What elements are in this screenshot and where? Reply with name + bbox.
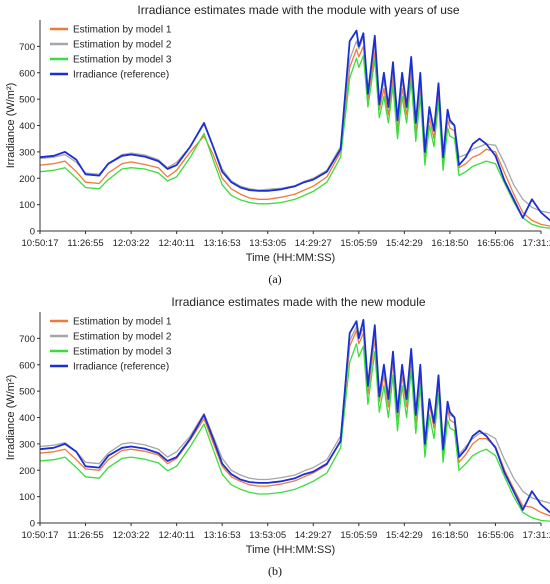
- legend-label-1: Estimation by model 1: [73, 317, 172, 328]
- y-tick-label: 500: [19, 95, 35, 106]
- x-tick-label: 13:16:53: [204, 530, 241, 541]
- chart-panel-a: Irradiance estimates made with the modul…: [5, 3, 550, 286]
- y-tick-label: 700: [19, 334, 35, 345]
- x-tick-label: 14:29:27: [295, 530, 332, 541]
- x-tick-label: 15:42:29: [386, 530, 423, 541]
- y-tick-label: 400: [19, 121, 35, 132]
- x-tick-label: 15:42:29: [386, 238, 423, 249]
- x-tick-label: 17:31:20: [523, 238, 550, 249]
- y-tick-label: 200: [19, 174, 35, 185]
- legend-label-3: Estimation by model 3: [73, 347, 172, 358]
- chart-title: Irradiance estimates made with the modul…: [137, 3, 459, 17]
- x-tick-label: 15:05:59: [340, 238, 377, 249]
- x-tick-label: 15:05:59: [340, 530, 377, 541]
- x-tick-label: 16:18:50: [431, 530, 468, 541]
- y-tick-label: 100: [19, 492, 35, 503]
- y-tick-label: 300: [19, 439, 35, 450]
- y-tick-label: 200: [19, 466, 35, 477]
- series-line-1: [39, 45, 550, 227]
- x-tick-label: 13:53:05: [249, 530, 286, 541]
- y-axis-label: Irradiance (W/m²): [5, 83, 17, 169]
- chart-title: Irradiance estimates made with the new m…: [171, 295, 425, 309]
- legend-label-3: Estimation by model 3: [73, 55, 172, 66]
- x-tick-label: 13:53:05: [249, 238, 286, 249]
- x-axis-label: Time (HH:MM:SS): [246, 544, 335, 556]
- x-tick-label: 12:03:22: [113, 238, 150, 249]
- panel-label-a: (a): [268, 272, 282, 286]
- legend-label-2: Estimation by model 2: [73, 332, 172, 343]
- series-line-1: [39, 329, 550, 517]
- x-tick-label: 10:50:17: [22, 238, 59, 249]
- x-tick-label: 10:50:17: [22, 530, 59, 541]
- y-tick-label: 600: [19, 360, 35, 371]
- x-tick-label: 16:18:50: [431, 238, 468, 249]
- x-tick-label: 12:40:11: [158, 238, 194, 249]
- x-tick-label: 17:31:20: [523, 530, 550, 541]
- legend-label-1: Estimation by model 1: [73, 25, 172, 36]
- series-line-3: [39, 54, 550, 229]
- y-tick-label: 500: [19, 387, 35, 398]
- series-line-4: [39, 29, 550, 222]
- chart-panel-b: Irradiance estimates made with the new m…: [0, 292, 550, 584]
- x-tick-label: 14:29:27: [295, 238, 332, 249]
- chart-a-svg: Irradiance estimates made with the modul…: [5, 3, 550, 264]
- x-tick-label: 12:40:11: [158, 530, 194, 541]
- y-tick-label: 100: [19, 200, 35, 211]
- y-axis-label: Irradiance (W/m²): [5, 375, 17, 461]
- y-tick-label: 300: [19, 147, 35, 158]
- y-tick-label: 0: [30, 227, 35, 238]
- panel-label-b: (b): [268, 564, 282, 578]
- y-tick-label: 0: [30, 519, 35, 530]
- x-tick-label: 13:16:53: [204, 238, 241, 249]
- x-tick-label: 16:55:06: [477, 238, 514, 249]
- x-tick-label: 11:26:55: [67, 238, 103, 249]
- legend-label-4: Irradiance (reference): [73, 362, 169, 373]
- x-axis-label: Time (HH:MM:SS): [246, 252, 335, 264]
- y-tick-label: 600: [19, 68, 35, 79]
- series-line-3: [39, 343, 550, 522]
- y-tick-label: 700: [19, 42, 35, 53]
- y-tick-label: 400: [19, 413, 35, 424]
- legend-label-2: Estimation by model 2: [73, 40, 172, 51]
- chart-b-svg: Irradiance estimates made with the new m…: [5, 295, 550, 556]
- x-tick-label: 16:55:06: [477, 530, 514, 541]
- x-tick-label: 12:03:22: [113, 530, 150, 541]
- series-line-4: [39, 318, 550, 514]
- legend-label-4: Irradiance (reference): [73, 70, 169, 81]
- x-tick-label: 11:26:55: [67, 530, 103, 541]
